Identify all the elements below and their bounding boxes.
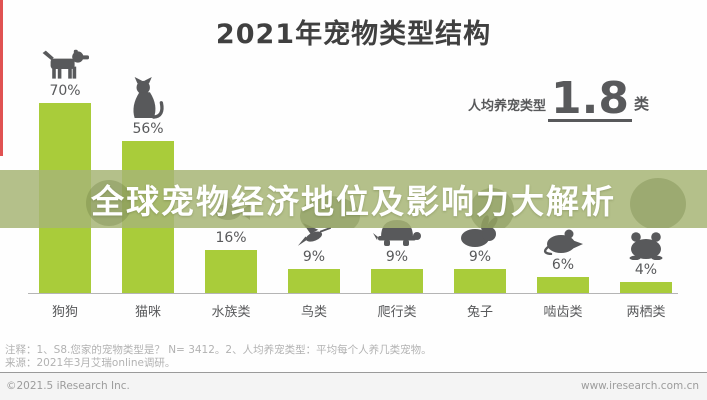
bar [620, 282, 672, 293]
bar-value-label: 6% [551, 257, 575, 273]
left-accent-strip [0, 0, 3, 156]
category-labels-row: 狗狗 猫咪 水族类 鸟类 爬行类 兔子 啮齿类 两栖类 [0, 301, 707, 321]
bar [371, 269, 423, 293]
website-link[interactable]: www.iresearch.com.cn [580, 380, 699, 392]
category-label: 两栖类 [626, 305, 666, 320]
bar-column: 4% [605, 230, 688, 293]
footnotes: 注释：1、S8.您家的宠物类型是？ N= 3412。2、人均养宠类型：平均每个人… [5, 344, 432, 370]
banner-deco-silhouette [86, 180, 132, 226]
category-label: 爬行类 [377, 305, 417, 320]
footnote-line1: 注释：1、S8.您家的宠物类型是？ N= 3412。2、人均养宠类型：平均每个人… [5, 344, 432, 356]
bar-column: 9% [356, 217, 439, 293]
per-capita-unit: 类 [633, 95, 649, 114]
bar-chart: 70% 56% 16% 9% 9% 9% 6% 4% [39, 49, 688, 293]
bar-value-label: 9% [302, 249, 326, 265]
bar-value-label: 9% [385, 249, 409, 265]
bar [537, 277, 589, 293]
cat-icon [128, 77, 168, 119]
banner-deco-silhouette [300, 196, 360, 228]
copyright-text: ©2021.5 iResearch Inc. [6, 380, 130, 392]
x-axis-line [28, 293, 678, 294]
category-label: 水族类 [211, 305, 251, 320]
bar-column: 9% [273, 221, 356, 293]
bar-value-label: 56% [132, 121, 164, 137]
category-label: 狗狗 [51, 305, 78, 320]
category-label: 猫咪 [134, 305, 161, 320]
bird-icon [297, 221, 331, 247]
dog-icon [39, 49, 91, 81]
bar [454, 269, 506, 293]
category-label: 啮齿类 [543, 305, 583, 320]
frog-icon [626, 230, 666, 260]
bar-value-label: 70% [49, 83, 81, 99]
category-label: 兔子 [466, 305, 493, 320]
bar [288, 269, 340, 293]
footer-bar: ©2021.5 iResearch Inc. www.iresearch.com… [0, 372, 707, 400]
banner-deco-silhouette [470, 188, 514, 228]
bar-value-label: 9% [468, 249, 492, 265]
chart-title: 2021年宠物类型结构 [215, 19, 492, 50]
per-capita-label: 人均养宠类型 [468, 99, 547, 115]
per-capita-annotation: 人均养宠类型 1.8 类 [468, 76, 649, 123]
per-capita-value: 1.8 [548, 76, 632, 123]
mouse-icon [542, 227, 584, 255]
footnote-line2: 来源：2021年3月艾瑞online调研。 [5, 357, 176, 369]
bar-value-label: 4% [634, 262, 658, 278]
category-label: 鸟类 [300, 305, 327, 320]
banner-headline: 全球宠物经济地位及影响力大解析 [91, 182, 616, 221]
bar [205, 250, 257, 293]
bar-value-label: 16% [215, 230, 247, 246]
banner-deco-silhouette [630, 178, 686, 228]
headline-banner: 全球宠物经济地位及影响力大解析 [0, 170, 707, 228]
bar-column: 6% [522, 227, 605, 293]
